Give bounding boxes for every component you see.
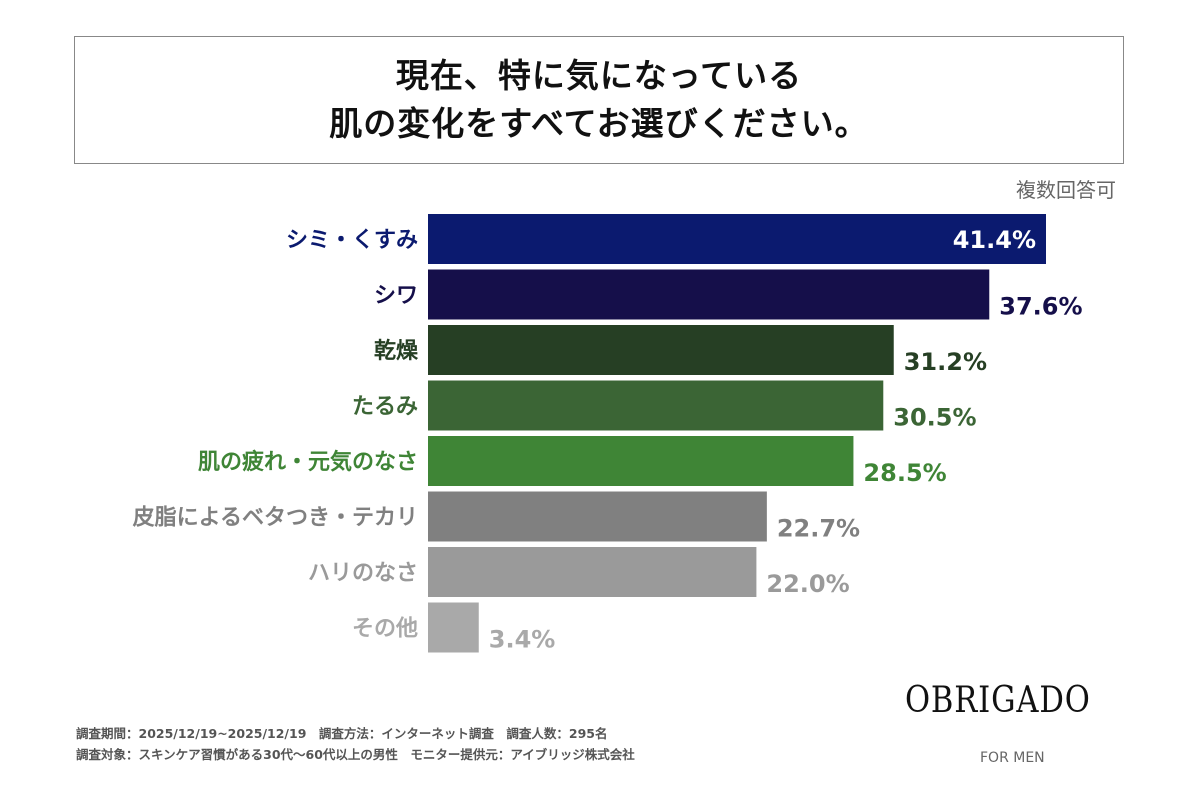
- survey-info-line-2: 調査対象：スキンケア習慣がある30代～60代以上の男性 モニター提供元：アイブリ…: [76, 747, 635, 762]
- value-label: 28.5%: [863, 459, 946, 487]
- bar: [428, 269, 990, 320]
- value-label: 37.6%: [999, 293, 1082, 321]
- title-line-2: 肌の変化をすべてお選びください。: [329, 104, 869, 143]
- category-label: 肌の疲れ・元気のなさ: [198, 449, 418, 475]
- value-label: 3.4%: [489, 626, 556, 654]
- bar: [428, 436, 854, 486]
- survey-info-line-1: 調査期間：2025/12/19~2025/12/19 調査方法：インターネット調…: [76, 726, 608, 741]
- category-label: その他: [352, 617, 418, 642]
- value-label: 41.4%: [953, 226, 1036, 254]
- category-label: シミ・くすみ: [286, 228, 418, 253]
- multiple-answer-note: 複数回答可: [1016, 178, 1116, 202]
- value-label: 22.0%: [766, 570, 849, 598]
- category-label: 皮脂によるベタつき・テカリ: [133, 505, 418, 531]
- value-label: 30.5%: [893, 404, 976, 432]
- category-label: たるみ: [352, 395, 418, 420]
- bar: [428, 491, 767, 542]
- bar: [428, 325, 894, 375]
- category-label: 乾燥: [374, 338, 419, 364]
- bar: [428, 214, 1046, 264]
- bar: [428, 547, 757, 597]
- bar: [428, 602, 479, 653]
- brand-logo: OBRIGADO: [905, 680, 1091, 721]
- category-label: ハリのなさ: [308, 561, 418, 586]
- title-box: 現在、特に気になっている 肌の変化をすべてお選びください。: [74, 36, 1124, 164]
- title-line-1: 現在、特に気になっている: [395, 56, 803, 95]
- brand-logo-sub: FOR MEN: [980, 750, 1045, 766]
- category-label: シワ: [374, 284, 418, 309]
- value-label: 22.7%: [777, 515, 860, 543]
- bar: [428, 380, 884, 431]
- value-label: 31.2%: [904, 348, 987, 376]
